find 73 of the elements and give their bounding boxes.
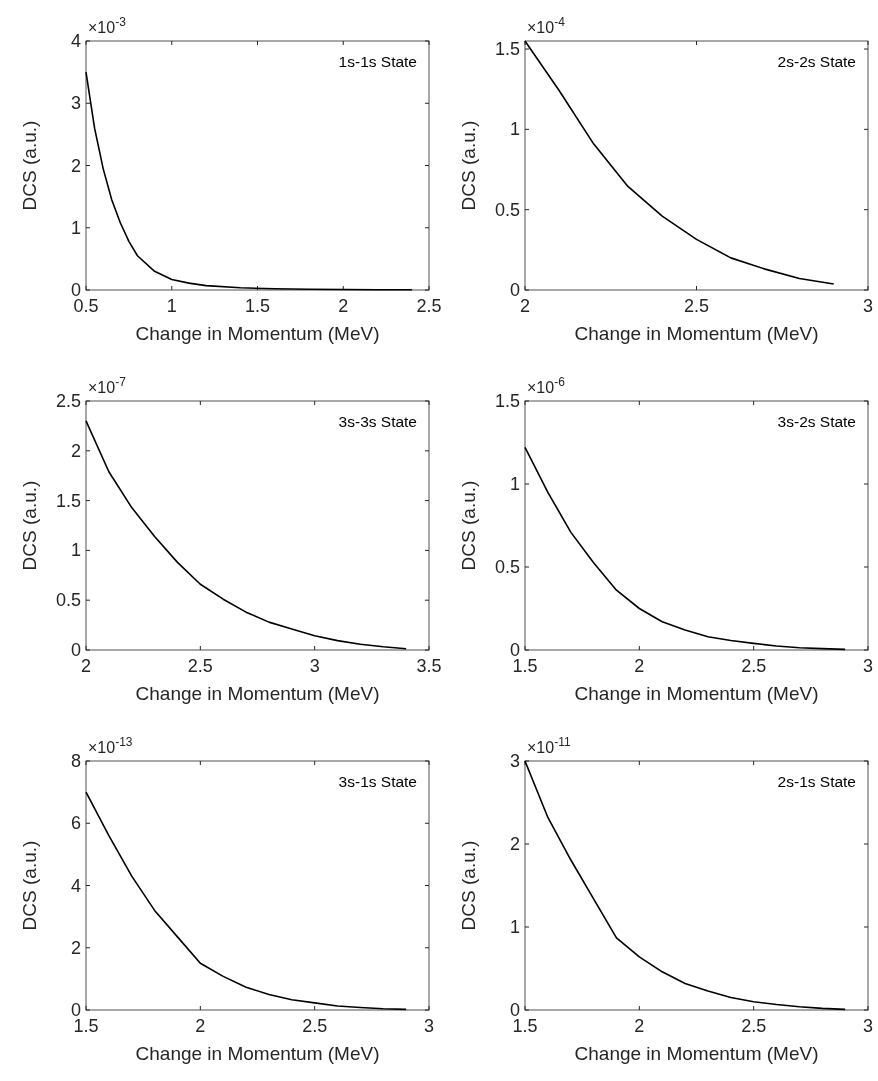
y-tick-label: 0 xyxy=(70,280,81,300)
y-tick-label: 2.5 xyxy=(55,391,81,411)
x-tick-label: 1.5 xyxy=(244,296,271,316)
y-axis-title: DCS (a.u.) xyxy=(19,480,40,571)
x-tick-label: 2.5 xyxy=(302,1016,328,1036)
y-tick-label: 4 xyxy=(70,875,81,896)
y-axis-title: DCS (a.u.) xyxy=(19,120,40,211)
x-tick-label: 3 xyxy=(423,1016,435,1036)
y-tick-label: 4 xyxy=(70,31,81,51)
line-series xyxy=(85,791,407,1011)
y-tick-label: 3 xyxy=(509,751,520,771)
y-tick-label: 0.5 xyxy=(494,199,520,220)
x-tick-label: 3 xyxy=(862,1016,874,1036)
y-tick-label: 1 xyxy=(509,474,520,494)
annotation: 3s-2s State xyxy=(777,413,856,430)
x-tick-label: 3.5 xyxy=(416,656,442,676)
y-tick-label: 1 xyxy=(70,540,81,561)
y-axis-title: DCS (a.u.) xyxy=(458,480,479,571)
x-tick-label: 2.5 xyxy=(416,296,442,316)
y-tick-label: 2 xyxy=(70,440,81,461)
x-tick-label: 3 xyxy=(862,296,874,316)
text: ×10$^{-6}$ xyxy=(527,375,566,396)
annotation: 3s-3s State xyxy=(338,413,417,430)
x-axis-title: Change in Momentum (MeV) xyxy=(135,683,380,704)
text: ×10$^{-3}$ xyxy=(88,15,127,36)
y-tick-label: 8 xyxy=(70,751,81,771)
x-tick-label: 2 xyxy=(338,296,349,316)
y-tick-label: 1 xyxy=(509,917,520,937)
y-tick-label: 1.5 xyxy=(55,490,81,511)
text: ×10$^{-7}$ xyxy=(88,375,127,396)
y-tick-label: 0 xyxy=(509,280,520,300)
x-axis-title: Change in Momentum (MeV) xyxy=(135,1043,380,1064)
y-tick-label: 0 xyxy=(509,1000,520,1020)
y-tick-label: 2 xyxy=(509,834,520,854)
x-tick-label: 2.5 xyxy=(187,656,213,676)
y-tick-label: 1.5 xyxy=(494,391,520,411)
annotation: 2s-2s State xyxy=(777,53,856,70)
text: ×10$^{-11}$ xyxy=(527,735,571,756)
y-tick-label: 1 xyxy=(509,119,520,140)
line-series xyxy=(85,71,413,291)
text: ×10$^{-13}$ xyxy=(88,735,133,756)
annotation: 2s-1s State xyxy=(777,773,856,790)
x-tick-label: 3 xyxy=(309,656,320,676)
x-axis-title: Change in Momentum (MeV) xyxy=(135,323,380,344)
x-tick-label: 2.5 xyxy=(683,296,710,316)
x-axis-title: Change in Momentum (MeV) xyxy=(574,1043,819,1064)
y-tick-label: 6 xyxy=(70,813,81,834)
y-tick-label: 0 xyxy=(509,640,520,660)
x-tick-label: 2 xyxy=(195,1016,206,1036)
annotation: 1s-1s State xyxy=(338,53,417,70)
y-tick-label: 1.5 xyxy=(494,39,520,60)
x-tick-label: 2 xyxy=(634,1016,645,1036)
x-axis-title: Change in Momentum (MeV) xyxy=(574,683,819,704)
y-tick-label: 0 xyxy=(70,1000,81,1020)
x-tick-label: 2.5 xyxy=(741,1016,767,1036)
x-tick-label: 2.5 xyxy=(741,656,767,676)
x-tick-label: 3 xyxy=(862,656,874,676)
y-tick-label: 0 xyxy=(70,640,81,660)
y-tick-label: 0.5 xyxy=(55,590,81,611)
line-series xyxy=(524,446,846,651)
x-tick-label: 2 xyxy=(634,656,645,676)
y-tick-label: 2 xyxy=(70,937,81,958)
x-axis-title: Change in Momentum (MeV) xyxy=(574,323,819,344)
y-axis-title: DCS (a.u.) xyxy=(458,120,479,211)
y-axis-title: DCS (a.u.) xyxy=(458,840,479,931)
annotation: 3s-1s State xyxy=(338,773,417,790)
text: ×10$^{-4}$ xyxy=(527,15,566,36)
x-tick-label: 1 xyxy=(166,296,177,316)
y-tick-label: 3 xyxy=(70,93,81,114)
y-tick-label: 0.5 xyxy=(494,557,520,577)
y-axis-title: DCS (a.u.) xyxy=(19,840,40,931)
y-tick-label: 2 xyxy=(70,155,81,176)
y-tick-label: 1 xyxy=(70,217,81,238)
